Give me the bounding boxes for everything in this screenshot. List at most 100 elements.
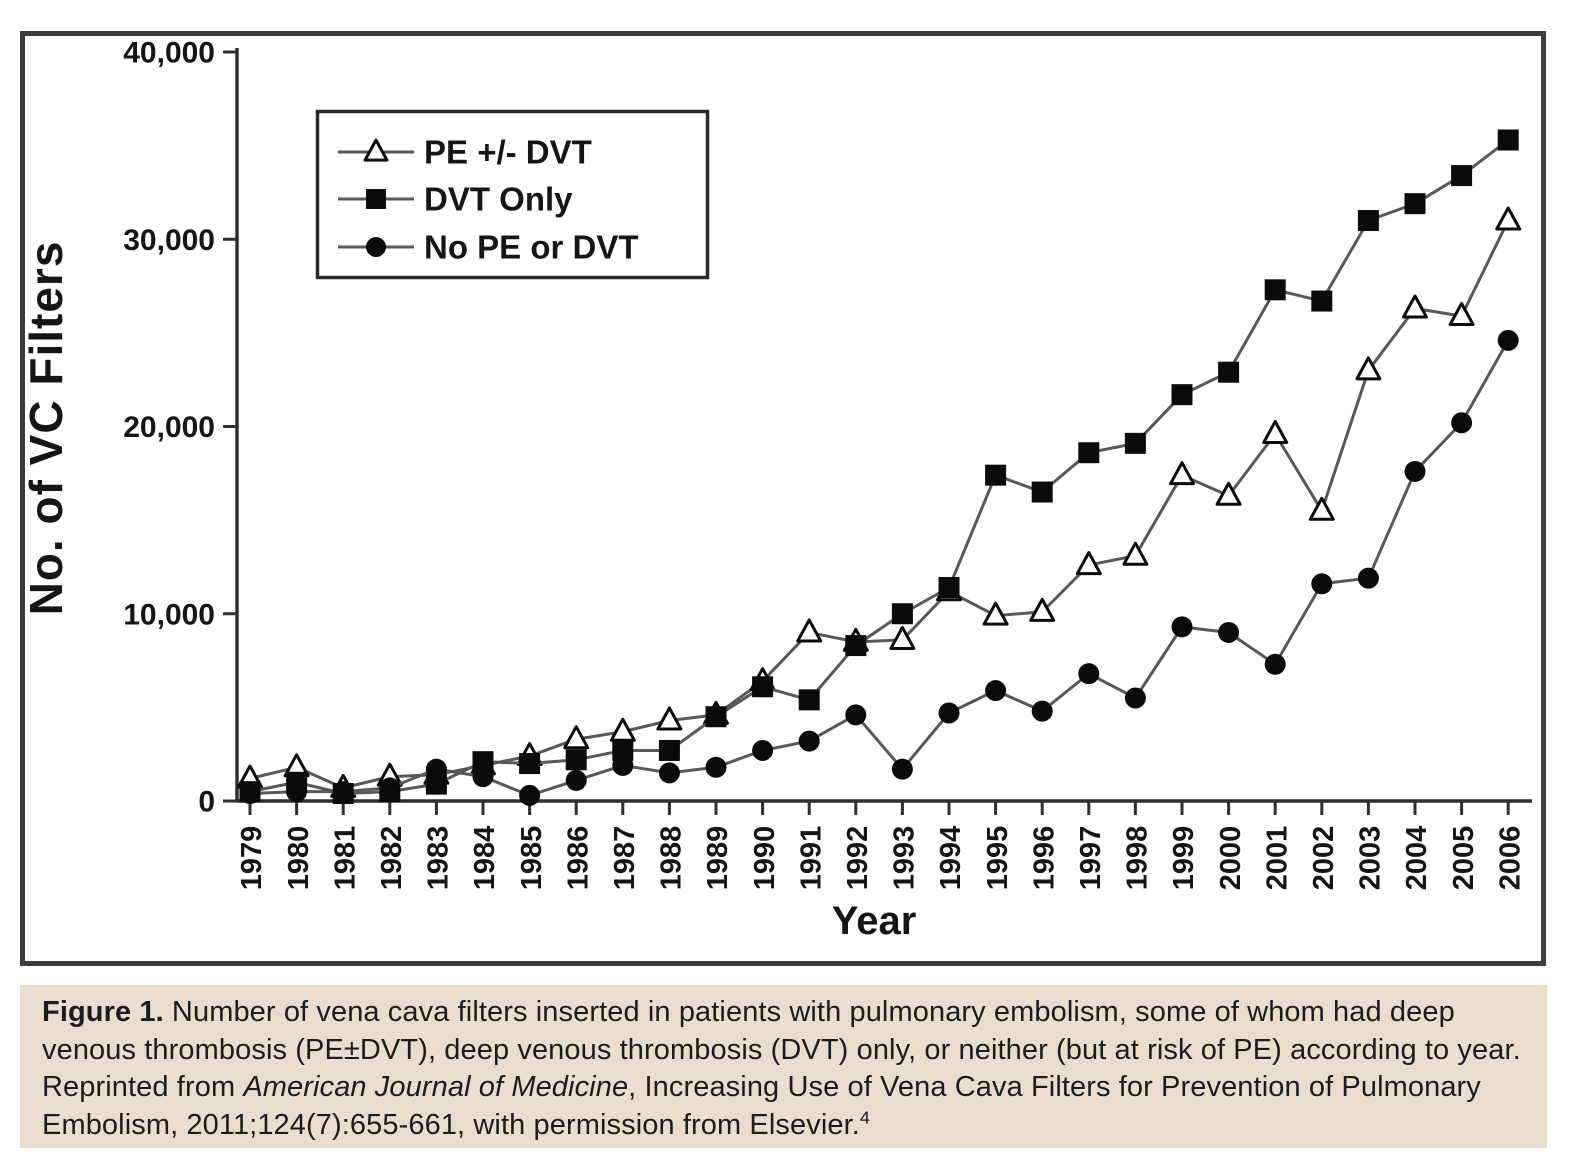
- x-tick-label-year: 1983: [423, 826, 455, 891]
- x-tick-label-year: 1984: [469, 826, 501, 891]
- square-marker: [658, 739, 680, 761]
- circle-marker: [425, 758, 447, 780]
- circle-marker: [286, 781, 308, 803]
- circle-marker: [658, 762, 680, 784]
- circle-marker: [332, 781, 354, 803]
- circle-marker: [798, 730, 820, 752]
- figure-panel-border: [20, 31, 1546, 966]
- legend-label: DVT Only: [424, 181, 573, 218]
- square-marker: [472, 751, 494, 773]
- x-tick-label-year: 1995: [982, 826, 1014, 891]
- x-tick-label-year: 1993: [889, 826, 921, 891]
- circle-marker: [612, 754, 634, 776]
- square-marker: [1264, 279, 1286, 301]
- circle-marker: [752, 739, 774, 761]
- circle-marker: [938, 702, 960, 724]
- circle-marker: [1451, 412, 1473, 434]
- series-line: [249, 339, 1510, 797]
- triangle-marker: [1169, 461, 1195, 486]
- triangle-marker: [1402, 294, 1428, 319]
- y-tick-label: 20,000: [123, 411, 215, 444]
- square-marker: [845, 635, 867, 657]
- x-tick-label-year: 1980: [283, 826, 315, 891]
- circle-marker: [1357, 567, 1379, 589]
- triangle-marker: [656, 706, 683, 731]
- x-tick-label-year: 2000: [1215, 826, 1247, 891]
- square-marker: [1497, 129, 1519, 151]
- triangle-marker: [1029, 597, 1056, 622]
- legend-label: PE +/- DVT: [424, 134, 592, 171]
- circle-marker: [845, 704, 867, 726]
- square-marker: [985, 464, 1007, 486]
- triangle-marker: [1075, 551, 1102, 576]
- y-axis-title: No. of VC Filters: [20, 241, 72, 616]
- circle-marker: [565, 769, 587, 791]
- circle-marker: [239, 783, 261, 805]
- square-marker: [366, 189, 386, 209]
- x-tick-label-year: 2003: [1355, 826, 1387, 891]
- x-tick-label-year: 1988: [656, 826, 688, 891]
- square-marker: [1311, 290, 1333, 312]
- triangle-marker: [1495, 206, 1522, 231]
- circle-marker: [519, 784, 541, 806]
- triangle-marker: [982, 601, 1009, 626]
- square-marker: [938, 577, 960, 599]
- figure-caption: Figure 1. Number of vena cava filters in…: [20, 985, 1547, 1148]
- x-tick-label-year: 1979: [236, 826, 268, 891]
- square-marker: [1357, 210, 1379, 232]
- circle-marker: [1497, 329, 1519, 351]
- legend: PE +/- DVT DVT Only No PE or DVT: [315, 109, 710, 280]
- x-tick-label-year: 2006: [1494, 826, 1526, 891]
- y-tick-label: 0: [198, 786, 215, 819]
- triangle-marker: [563, 725, 590, 750]
- y-tick-label: 10,000: [123, 598, 215, 631]
- x-tick-label-year: 2002: [1308, 826, 1340, 891]
- caption-text: Embolism, 2011;124(7):655-661, with perm…: [42, 1108, 860, 1141]
- circle-marker: [985, 680, 1007, 702]
- triangle-marker: [796, 618, 823, 643]
- triangle-marker: [1448, 302, 1475, 327]
- square-marker: [1124, 432, 1146, 454]
- series-line: [249, 219, 1510, 790]
- circle-marker: [1218, 621, 1240, 643]
- x-tick-label-year: 1985: [516, 826, 548, 891]
- circle-marker: [1311, 573, 1333, 595]
- x-tick-label-year: 1994: [935, 826, 967, 891]
- circle-marker: [1078, 663, 1100, 685]
- circle-marker: [1124, 687, 1146, 709]
- caption-reference-superscript: 4: [859, 1106, 871, 1127]
- x-tick-label-year: 1990: [749, 826, 781, 891]
- caption-text: Reprinted from: [42, 1071, 244, 1103]
- x-tick-label-year: 1986: [562, 826, 594, 891]
- square-marker: [1171, 384, 1193, 406]
- y-tick-label: 40,000: [123, 37, 215, 70]
- circle-marker: [1171, 616, 1193, 638]
- caption-text: , Increasing Use of Vena Cava Filters fo…: [628, 1071, 1481, 1103]
- caption-journal-name: American Journal of Medicine: [243, 1071, 629, 1103]
- x-tick-label-year: 1989: [702, 826, 734, 891]
- square-marker: [612, 739, 634, 761]
- x-tick-label-year: 1991: [795, 826, 827, 891]
- vc-filters-line-chart: 0 10,000 20,000 30,000 40,000 1979 1980 1981 198…: [20, 31, 1546, 966]
- square-marker: [519, 753, 541, 775]
- triangle-marker: [1122, 541, 1149, 566]
- x-tick-label-year: 2004: [1401, 826, 1433, 891]
- circle-marker: [1404, 460, 1426, 482]
- circle-marker: [379, 777, 401, 799]
- x-tick-label-year: 2005: [1448, 826, 1480, 891]
- circle-marker: [1031, 700, 1053, 722]
- triangle-marker: [363, 138, 389, 162]
- triangle-marker: [889, 625, 916, 650]
- x-tick-label-year: 1992: [842, 826, 874, 891]
- series-no-pe-or-dvt: [239, 329, 1519, 806]
- square-marker: [705, 706, 727, 728]
- triangle-marker: [1355, 356, 1382, 381]
- circle-marker: [472, 766, 494, 788]
- circle-marker: [1264, 653, 1286, 675]
- triangle-marker: [1262, 419, 1289, 444]
- triangle-marker: [1215, 481, 1242, 506]
- square-marker: [798, 689, 820, 711]
- x-tick-label-year: 1999: [1168, 826, 1200, 891]
- x-tick-label-year: 1987: [609, 826, 641, 891]
